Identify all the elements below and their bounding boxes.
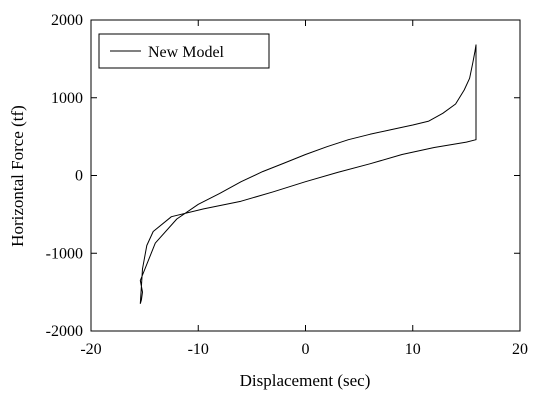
y-axis-label: Horizontal Force (tf) bbox=[8, 105, 27, 247]
series-line-0 bbox=[139, 44, 477, 304]
x-tick-label: 10 bbox=[405, 341, 421, 358]
y-tick-label: 1000 bbox=[51, 90, 83, 107]
x-tick-label: 0 bbox=[302, 341, 310, 358]
x-tick-label: -10 bbox=[188, 341, 209, 358]
x-tick-label: -20 bbox=[80, 341, 101, 358]
legend: New Model bbox=[98, 33, 270, 69]
legend-label: New Model bbox=[148, 44, 225, 61]
y-tick-label: -2000 bbox=[46, 323, 83, 340]
x-axis-ticks: -20 -10 0 10 20 bbox=[80, 20, 528, 358]
x-tick-label: 20 bbox=[512, 341, 528, 358]
y-tick-label: 2000 bbox=[51, 12, 83, 29]
y-axis-ticks: -2000 -1000 0 1000 2000 bbox=[46, 12, 520, 340]
x-axis-label: Displacement (sec) bbox=[240, 371, 371, 390]
y-tick-label: -1000 bbox=[46, 245, 83, 262]
y-tick-label: 0 bbox=[75, 168, 83, 185]
data-layer bbox=[139, 44, 477, 304]
